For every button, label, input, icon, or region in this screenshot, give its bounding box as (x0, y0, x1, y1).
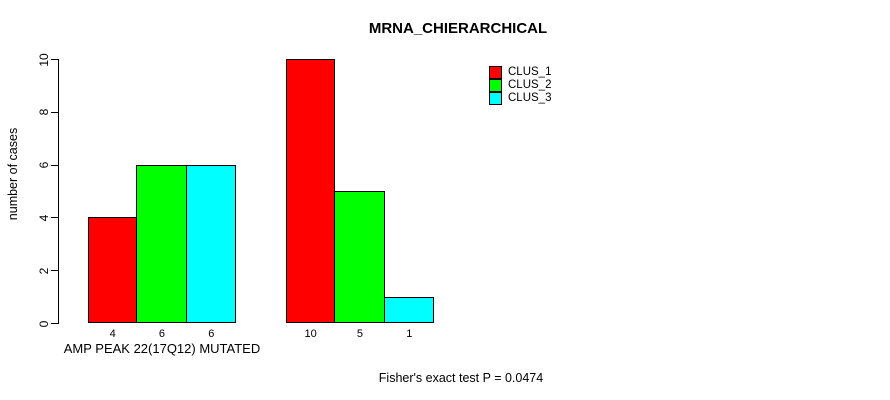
bar-value-label: 6 (208, 328, 215, 340)
bar-value-label: 6 (158, 328, 166, 340)
legend-color-swatch (489, 66, 502, 79)
legend-label: CLUS_3 (508, 92, 552, 104)
bar-value-label: 1 (406, 328, 413, 340)
legend-item: CLUS_3 (489, 92, 551, 105)
bar-value-label: 4 (109, 328, 116, 340)
y-axis-tick-mark (51, 164, 58, 166)
legend-item: CLUS_2 (489, 79, 551, 92)
bar-group2-clus_1 (286, 59, 336, 323)
y-axis-tick-mark (51, 323, 58, 324)
y-axis-tick-mark (51, 217, 58, 219)
y-axis-tick-mark (51, 111, 58, 113)
y-axis-tick-label: 0 (37, 320, 51, 327)
bar-value-label: 5 (356, 328, 364, 340)
y-axis-tick-label: 10 (37, 52, 51, 67)
legend-item: CLUS_1 (489, 66, 551, 79)
y-axis-line (58, 59, 59, 324)
y-axis-tick-label: 6 (37, 161, 51, 169)
y-axis-tick-mark (51, 59, 58, 60)
legend-label: CLUS_2 (508, 79, 552, 91)
y-axis-tick-label: 2 (37, 267, 51, 275)
legend-label: CLUS_1 (508, 66, 552, 78)
legend: CLUS_1 CLUS_2 CLUS_3 (489, 66, 551, 105)
annotation-text: Fisher's exact test P = 0.0474 (378, 371, 544, 385)
y-axis-tick-label: 8 (37, 108, 51, 116)
bar-group2-clus_3 (383, 296, 434, 323)
bar-group1-clus_1 (88, 217, 138, 323)
y-axis-tick-mark (51, 270, 58, 272)
group-axis-label: AMP PEAK 22(17Q12) MUTATED (63, 341, 261, 356)
legend-color-swatch (489, 79, 502, 92)
bar-group1-clus_3 (185, 164, 236, 323)
bar-group1-clus_2 (136, 164, 187, 323)
y-axis-label: number of cases (6, 127, 20, 221)
bar-group2-clus_2 (334, 191, 385, 323)
y-axis-tick-label: 4 (37, 214, 51, 222)
bar-value-label: 10 (304, 328, 317, 340)
chart-title: MRNA_CHIERARCHICAL (368, 20, 548, 37)
legend-color-swatch (489, 92, 502, 105)
